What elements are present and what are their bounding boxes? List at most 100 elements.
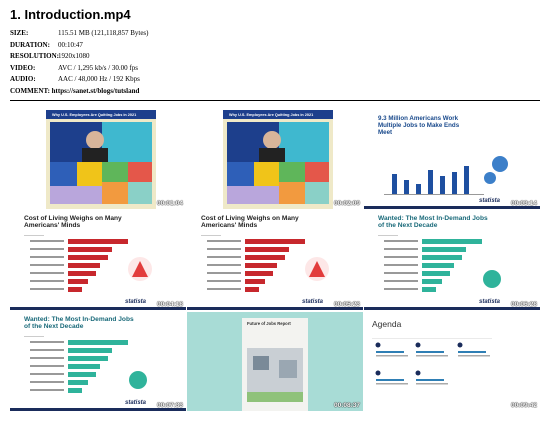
timestamp: 00:09:42 [510,402,537,409]
shape [24,336,44,337]
thumbnail: Wanted: The Most In-Demand Jobs of the N… [10,312,186,411]
timestamp: 00:03:14 [510,200,537,207]
shape [384,240,418,242]
logo: statista [478,198,500,204]
shape [68,340,128,345]
info-label: AUDIO: [10,75,36,84]
shape [187,307,363,310]
info-value: 00:10:47 [58,40,83,49]
slide-title: Why U.S. Employees Are Quitting Jobs in … [52,113,137,117]
slide-title: 9.3 Million Americans Work Multiple Jobs… [378,115,460,136]
slide [364,211,540,310]
file-title: 1. Introduction.mp4 [10,7,131,22]
shape [68,380,88,385]
shape [245,279,265,284]
shape [245,247,289,252]
thumbnail: Wanted: The Most In-Demand Jobs of the N… [364,211,540,310]
shape [102,182,128,204]
shape [376,355,408,357]
shape [376,383,408,385]
info-value: 115.51 MB (121,118,857 Bytes) [58,29,149,37]
shape [30,365,64,367]
shape [245,239,305,244]
shape [378,235,398,236]
shape [30,373,64,375]
shape [279,162,305,182]
shape [68,239,128,244]
shape [201,235,221,236]
shape [245,287,259,292]
thumbnail: Cost of Living Weighs on Many Americans'… [187,211,363,310]
shape [384,256,418,258]
shape [422,247,466,252]
shape [245,271,273,276]
shape [207,272,241,274]
shape [253,356,269,370]
shape [207,280,241,282]
comment: COMMENT: https://sanet.st/blogs/tutsland [10,87,140,95]
shape [50,186,102,204]
logo: statista [124,400,146,406]
shape [102,162,128,182]
shape [245,255,285,260]
shape [10,307,186,310]
timestamp: 00:07:33 [156,402,183,409]
info-label: RESOLUTION: [10,52,60,61]
slide [10,312,186,411]
shape [68,287,82,292]
icon [457,342,463,348]
info-value: AAC / 48,000 Hz / 192 Kbps [58,75,140,84]
shape [223,110,333,119]
shape [30,341,64,343]
shape [422,279,442,284]
shape [227,162,254,186]
shape [227,186,279,204]
thumbnail: Why U.S. Employees Are Quitting Jobs in … [187,110,363,209]
info-row: DURATION: 00:10:47 [10,41,83,49]
shape [245,263,277,268]
person [86,131,104,149]
timestamp: 00:06:28 [510,301,537,308]
timestamp: 00:02:09 [333,200,360,207]
slide-title: Future of Jobs Report [247,321,291,326]
info-row: VIDEO: AVC / 1,295 kb/s / 30.00 fps [10,64,138,72]
shape [247,392,303,402]
slide [187,110,363,209]
shape [207,240,241,242]
slide [187,211,363,310]
shape [254,162,279,186]
info-label: SIZE: [10,29,29,37]
shape [452,172,457,194]
shape [30,248,64,250]
slide-title: Agenda [372,319,402,329]
thumbnail: 9.3 Million Americans Work Multiple Jobs… [364,110,540,209]
slide [10,211,186,310]
shape [440,176,445,194]
person [263,131,281,149]
icon [375,342,381,348]
shape [458,351,486,353]
shape [187,211,363,310]
shape [279,182,305,204]
shape [30,389,64,391]
info-value: 1920x1080 [58,52,90,61]
divider [10,100,540,101]
shape [376,351,404,353]
slide [10,110,186,209]
shape [392,174,397,194]
shape [30,256,64,258]
icon [309,261,325,277]
shape [384,288,418,290]
info-row: RESOLUTION: 1920x1080 [10,52,90,61]
shape [422,255,462,260]
thumbnail: Why U.S. Employees Are Quitting Jobs in … [10,110,186,209]
info-row: SIZE: 115.51 MB (121,118,857 Bytes) [10,29,148,37]
shape [68,388,82,393]
shape [30,349,64,351]
shape [77,162,102,186]
logo: statista [478,299,500,305]
shape [372,338,492,339]
shape [68,364,100,369]
shape [10,408,186,411]
shape [364,307,540,310]
